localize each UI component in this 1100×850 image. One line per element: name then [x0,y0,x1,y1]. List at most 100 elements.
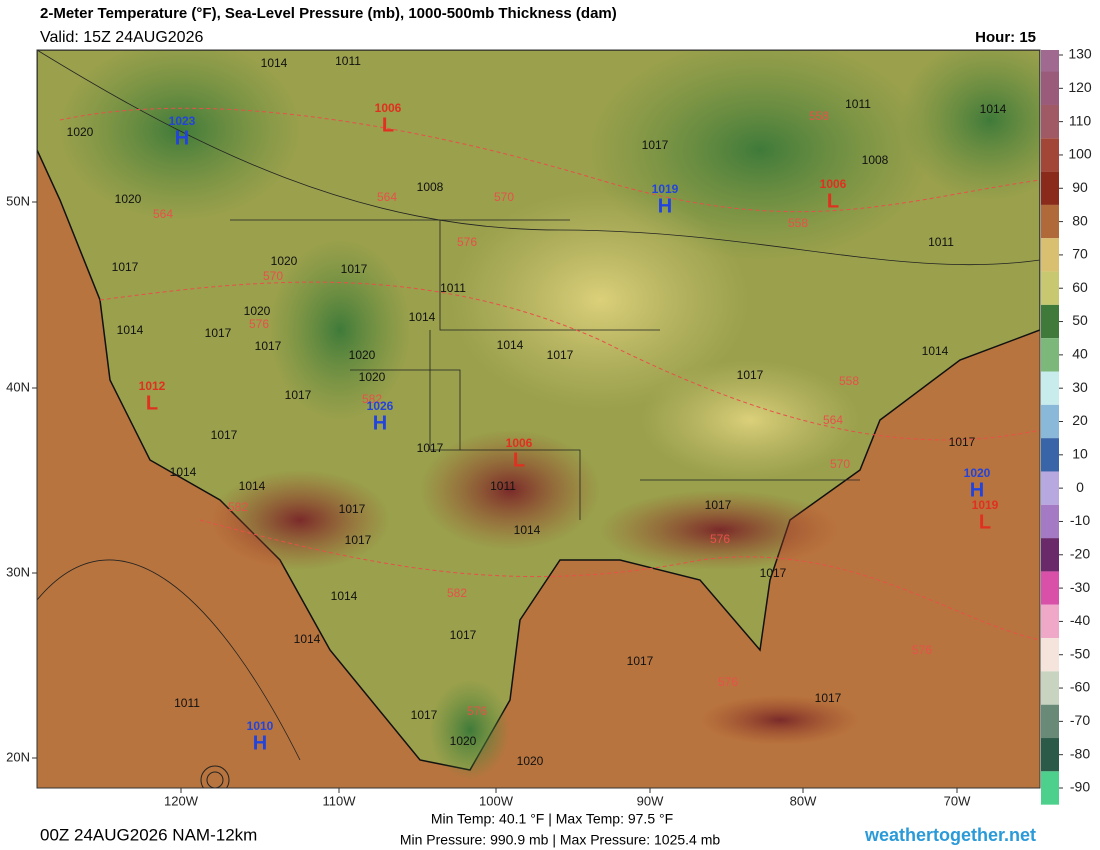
thickness-label: 564 [377,190,397,204]
thickness-label: 582 [447,586,467,600]
colorbar-segment [1041,371,1059,405]
colorbar-label: 80 [1072,212,1088,228]
thickness-label: 576 [718,675,738,689]
isobar-label: 1011 [174,696,200,710]
isobar-label: 1008 [417,180,444,194]
isobar-label: 1020 [115,192,142,206]
lon-label: 100W [479,793,514,808]
colorbar-label: 50 [1072,312,1088,328]
colorbar-segment [1041,771,1059,805]
colorbar-label: 10 [1072,446,1088,462]
isobar-label: 1014 [331,589,358,603]
colorbar-segment [1041,471,1059,505]
colorbar-segment [1041,738,1059,772]
site[interactable]: weathertogether.net [864,825,1036,845]
colorbar-label: 110 [1069,112,1092,128]
isobar-label: 1017 [737,368,764,382]
thickness-label: 576 [912,643,932,657]
thickness-label: 570 [830,457,850,471]
isobar-label: 1017 [627,654,654,668]
isobar-label: 1014 [409,310,436,324]
isobar-label: 1017 [815,691,842,705]
thickness-label: 570 [263,269,283,283]
isobar-label: 1008 [862,153,889,167]
center-value: 1020 [964,466,991,480]
forecast-hour: Hour: 15 [975,29,1036,46]
colorbar-segment [1041,304,1059,339]
thickness-label: 576 [467,704,487,718]
lat-label: 30N [6,564,30,579]
isobar-label: 1017 [642,138,669,152]
colorbar-segment [1041,671,1059,705]
isobar-label: 1014 [922,344,949,358]
center-letter: H [658,195,672,217]
thickness-label: 558 [788,216,808,230]
colorbar-segment [1041,638,1059,672]
colorbar-label: 60 [1072,279,1088,295]
center-letter: L [513,449,525,471]
isobar-label: 1011 [845,97,871,111]
colorbar-label: -30 [1070,579,1090,595]
isobar-label: 1014 [117,323,144,337]
colorbar-segment [1041,171,1059,205]
model-run: 00Z 24AUG2026 NAM-12km [40,825,257,844]
center-letter: H [970,479,984,501]
valid-time: Valid: 15Z 24AUG2026 [40,29,203,46]
colorbar-segment [1041,71,1059,105]
colorbar-segment [1041,271,1059,305]
center-value: 1019 [972,498,999,512]
center-value: 1012 [139,379,166,393]
colorbar-label: 120 [1068,79,1092,95]
isobar-label: 1017 [285,388,312,402]
isobar-label: 1011 [928,235,954,249]
lon-label: 110W [323,793,357,808]
colorbar-label: -60 [1070,679,1090,695]
isobar-label: 1017 [255,339,282,353]
title: 2-Meter Temperature (°F), Sea-Level Pres… [40,5,617,22]
isobar-label: 1011 [440,281,466,295]
isobar-label: 1011 [335,54,361,68]
colorbar-label: 130 [1068,46,1092,62]
isobar-label: 1020 [349,348,376,362]
map-frame [36,49,1041,789]
isobar-label: 1017 [339,502,366,516]
lat-label: 50N [6,193,30,208]
colorbar-segment [1041,404,1059,439]
thickness-label: 564 [823,413,843,427]
lon-label: 70W [944,793,971,808]
center-value: 1019 [652,182,679,196]
lat-label: 40N [6,379,30,394]
isobar-label: 1020 [359,370,386,384]
thickness-label: 570 [494,190,514,204]
isobar-label: 1011 [490,479,516,493]
isobar-label: 1017 [547,348,574,362]
map-field [37,50,1040,788]
center-letter: L [979,511,991,533]
lon-label: 80W [790,793,817,808]
lon-label: 120W [164,793,199,808]
isobar-label: 1017 [345,533,372,547]
isobar-label: 1017 [760,566,787,580]
center-value: 1006 [375,101,402,115]
lat-label: 20N [6,749,30,764]
thickness-label: 558 [809,109,829,123]
isobar-label: 1020 [244,304,271,318]
center-value: 1006 [506,436,533,450]
isobar-label: 1014 [261,56,288,70]
lon-label: 90W [637,793,664,808]
thickness-label: 582 [228,500,248,514]
isobar-label: 1014 [170,465,197,479]
colorbar-label: -20 [1070,545,1090,561]
thickness-label: 582 [362,392,382,406]
isobar-label: 1017 [949,435,976,449]
center-letter: L [382,114,394,136]
center-letter: H [253,732,267,754]
colorbar-label: 0 [1076,479,1084,495]
isobar-label: 1017 [705,498,732,512]
colorbar-label: -90 [1070,779,1090,795]
thickness-label: 564 [153,207,173,221]
pressure-range: Min Pressure: 990.9 mb | Max Pressure: 1… [400,832,721,848]
center-value: 1026 [367,399,394,413]
colorbar-label: 20 [1072,412,1088,428]
